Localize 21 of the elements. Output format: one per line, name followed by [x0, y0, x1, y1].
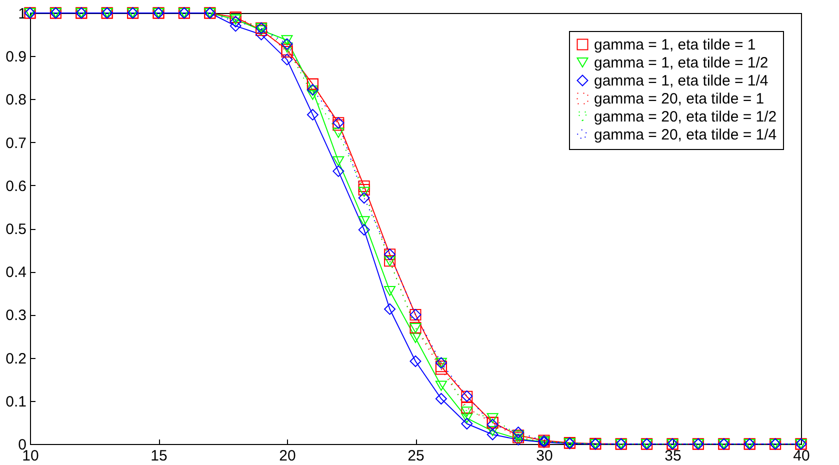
legend-label: gamma = 20, eta tilde = 1 [594, 90, 764, 108]
legend-label: gamma = 1, eta tilde = 1/4 [594, 72, 768, 90]
y-tick-label: 0.6 [6, 178, 26, 195]
x-tick-label: 30 [536, 448, 553, 464]
y-tick-label: 0.7 [6, 134, 26, 152]
y-tick-label: 0.2 [6, 350, 26, 368]
x-tick-label: 25 [408, 448, 424, 464]
y-tick-label: 0.1 [6, 393, 26, 410]
legend-label: gamma = 20, eta tilde = 1/4 [594, 126, 777, 144]
y-tick-label: 0.3 [6, 307, 26, 324]
y-tick-label: 0.5 [6, 221, 26, 238]
y-tick-label: 0.9 [6, 48, 26, 66]
x-tick-label: 20 [279, 448, 296, 464]
x-tick-label: 15 [150, 448, 168, 464]
legend-label: gamma = 1, eta tilde = 1 [594, 36, 756, 54]
legend-label: gamma = 1, eta tilde = 1/2 [594, 54, 768, 72]
legend-label: gamma = 20, eta tilde = 1/2 [594, 108, 777, 126]
y-tick-label: 0.8 [6, 92, 26, 109]
x-tick-label: 35 [664, 448, 682, 464]
y-tick-label: 0.4 [6, 264, 26, 282]
x-tick-label: 40 [793, 448, 810, 464]
